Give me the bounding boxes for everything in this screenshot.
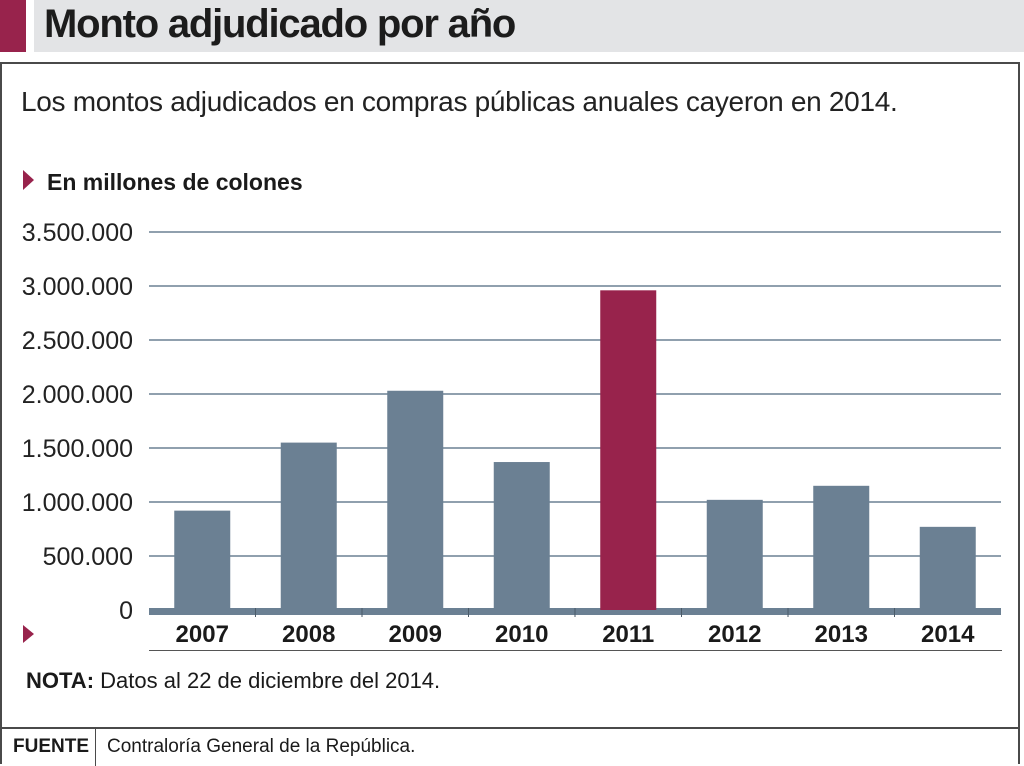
x-tick-label: 2011 [602, 621, 654, 648]
chart-subtitle: Los montos adjudicados en compras públic… [21, 86, 898, 117]
x-axis-triangle-icon [23, 625, 34, 643]
chart-frame [0, 62, 1020, 764]
note-text: Datos al 22 de diciembre del 2014. [100, 668, 441, 693]
y-tick-label: 1.500.000 [22, 435, 133, 463]
x-tick-label: 2013 [815, 621, 868, 648]
x-tick-label: 2008 [282, 621, 335, 648]
note: NOTA: Datos al 22 de diciembre del 2014. [26, 668, 440, 694]
bar [280, 442, 337, 610]
source-label: FUENTE [13, 736, 89, 757]
y-tick-label: 3.500.000 [22, 219, 133, 247]
bar [813, 485, 870, 610]
header-bar [0, 0, 1024, 52]
x-tick-label: 2007 [176, 621, 229, 648]
bar [387, 390, 444, 610]
y-tick-label: 1.000.000 [22, 489, 133, 517]
note-divider [149, 650, 1002, 651]
unit-label: En millones de colones [47, 169, 303, 195]
y-tick-label: 2.000.000 [22, 381, 133, 409]
x-tick-label: 2009 [389, 621, 442, 648]
x-tick-label: 2010 [495, 621, 548, 648]
footer-divider [0, 727, 1020, 729]
bar [919, 526, 976, 610]
bar [600, 290, 657, 610]
unit-triangle-icon [23, 170, 34, 190]
source-text: Contraloría General de la República. [107, 736, 416, 757]
y-tick-label: 3.000.000 [22, 273, 133, 301]
x-tick-label: 2014 [921, 621, 975, 648]
y-tick-label: 0 [119, 597, 133, 625]
page-title: Monto adjudicado por año [44, 2, 516, 46]
note-label: NOTA: [26, 668, 95, 693]
bar [174, 510, 231, 610]
header-accent-gap [26, 0, 34, 52]
header-accent-block [0, 0, 26, 52]
x-tick-label: 2012 [708, 621, 761, 648]
footer-separator [95, 729, 96, 766]
bar [706, 499, 763, 610]
bar [493, 462, 550, 610]
y-tick-label: 2.500.000 [22, 327, 133, 355]
y-tick-label: 500.000 [43, 543, 133, 571]
